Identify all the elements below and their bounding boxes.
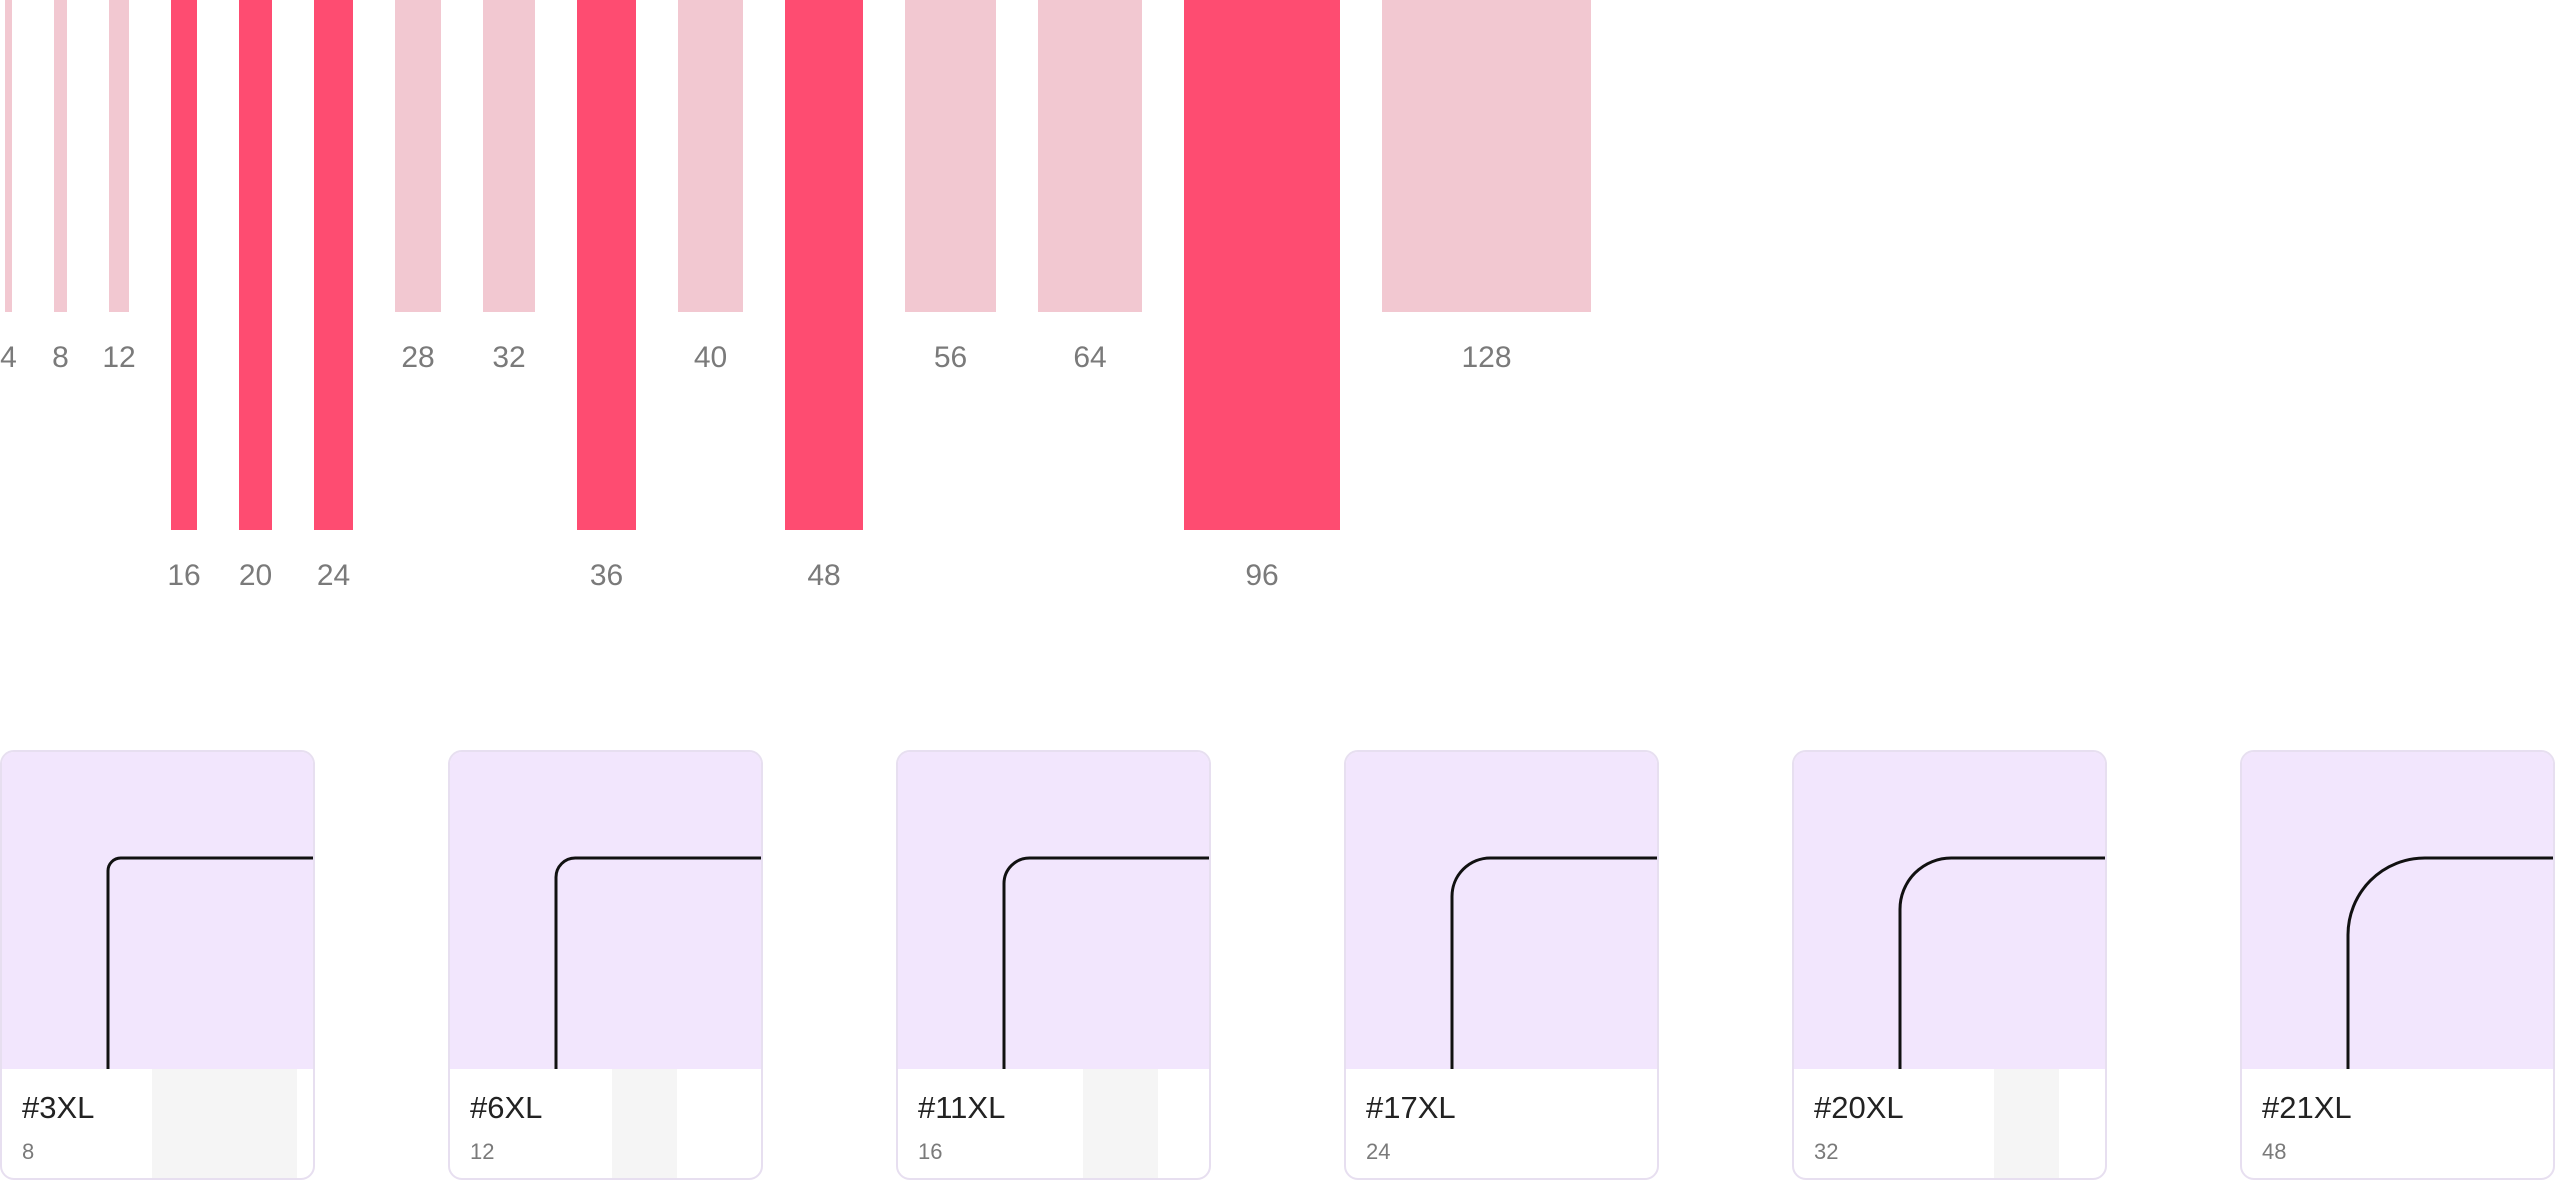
radius-preview: [2242, 752, 2553, 1069]
spacing-label-36: 36: [589, 559, 624, 592]
card-foot-shade: [1994, 1069, 2059, 1178]
radius-token-name: #21XL: [2262, 1090, 2352, 1125]
spacing-bar-16: [171, 0, 197, 530]
corner-curve: [554, 856, 761, 1069]
spacing-bar-12: [109, 0, 129, 312]
radius-preview: [1346, 752, 1657, 1069]
corner-curve-icon: [554, 856, 761, 1069]
spacing-bar-96: [1184, 0, 1340, 530]
spacing-scale: 4 8 12 16 20 24 28 32 36 40 48 56 64 96 128: [0, 0, 1591, 592]
spacing-label-96: 96: [1245, 559, 1279, 592]
spacing-bar-64: [1038, 0, 1142, 312]
radius-preview: [2, 752, 313, 1069]
radius-token-name: #11XL: [918, 1090, 1006, 1125]
spacing-label-128: 128: [1461, 341, 1512, 374]
spacing-label-56: 56: [933, 341, 968, 374]
card-foot-shade: [152, 1069, 297, 1178]
radius-token-value: 24: [1366, 1139, 1391, 1164]
corner-curve-icon: [1450, 856, 1657, 1069]
radius-token-value: 12: [470, 1139, 495, 1164]
radius-token-value: 32: [1814, 1139, 1839, 1164]
spacing-bar-56: [905, 0, 996, 312]
radius-card-48: #21XL 48: [2240, 750, 2555, 1180]
spacing-bar-24: [314, 0, 353, 530]
spacing-label-4: 4: [0, 341, 17, 374]
spacing-label-24: 24: [316, 559, 351, 592]
spacing-bar-20: [239, 0, 272, 530]
spacing-bar-28: [395, 0, 441, 312]
corner-curve: [1898, 856, 2105, 1069]
radius-token-name: #17XL: [1366, 1090, 1456, 1125]
spacing-bar-4: [5, 0, 12, 312]
radius-card-8: #3XL 8: [0, 750, 315, 1180]
spacing-bar-8: [54, 0, 67, 312]
radius-card-32: #20XL 32: [1792, 750, 2107, 1180]
spacing-label-64: 64: [1073, 341, 1107, 374]
radius-preview: [1794, 752, 2105, 1069]
corner-curve-icon: [1898, 856, 2105, 1069]
corner-curve: [1450, 856, 1657, 1069]
spacing-bar-36: [577, 0, 636, 530]
spacing-label-20: 20: [238, 559, 273, 592]
radius-token-name: #20XL: [1814, 1090, 1904, 1125]
radius-token-name: #3XL: [22, 1090, 95, 1125]
spacing-bar-32: [483, 0, 535, 312]
spacing-bar-128: [1382, 0, 1591, 312]
spacing-bar-40: [678, 0, 743, 312]
radius-preview: [450, 752, 761, 1069]
radius-card-16: #11XL 16: [896, 750, 1211, 1180]
card-foot-shade: [1083, 1069, 1158, 1178]
spacing-label-12: 12: [102, 341, 136, 374]
spacing-label-16: 16: [167, 559, 201, 592]
spacing-label-32: 32: [492, 341, 526, 374]
spacing-label-40: 40: [693, 341, 728, 374]
radius-card-12: #6XL 12: [448, 750, 763, 1180]
corner-curve-icon: [2346, 856, 2553, 1069]
spacing-label-48: 48: [807, 559, 841, 592]
corner-curve: [106, 856, 313, 1069]
spacing-label-8: 8: [52, 341, 69, 374]
corner-curve: [2346, 856, 2553, 1069]
radius-preview: [898, 752, 1209, 1069]
radius-card-24: #17XL 24: [1344, 750, 1659, 1180]
corner-curve: [1002, 856, 1209, 1069]
spacing-label-28: 28: [401, 341, 435, 374]
corner-curve-icon: [106, 856, 313, 1069]
corner-radius-cards: #3XL 8 #6XL 12 #11XL 16 #17XL 24 #20XL 32 #21XL 48: [0, 750, 2560, 1182]
spacing-bar-48: [785, 0, 863, 530]
radius-token-value: 48: [2262, 1139, 2287, 1164]
radius-token-value: 8: [22, 1139, 35, 1164]
radius-token-name: #6XL: [470, 1090, 543, 1125]
card-foot-shade: [612, 1069, 677, 1178]
corner-curve-icon: [1002, 856, 1209, 1069]
radius-token-value: 16: [918, 1139, 943, 1164]
